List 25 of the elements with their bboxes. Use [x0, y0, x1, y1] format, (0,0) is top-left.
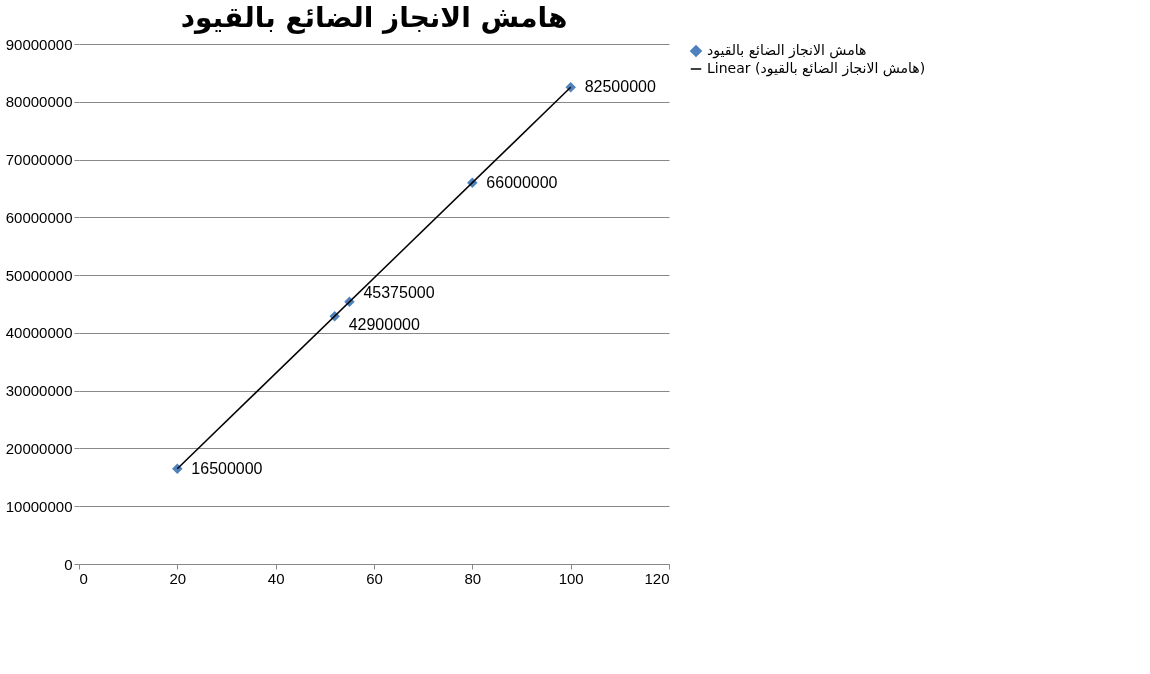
data-label: 16500000	[191, 459, 263, 477]
y-tick-label: 70000000	[5, 151, 73, 169]
y-tick-label: 0	[64, 555, 73, 573]
y-tick-label: 90000000	[5, 35, 73, 53]
x-tick-label: 120	[644, 569, 670, 587]
y-tick-label: 80000000	[5, 93, 73, 111]
legend-label: Linear (هامش الانجاز الضائع بالقيود)	[707, 60, 926, 77]
x-tick-label: 60	[366, 569, 383, 587]
chart-title: هامش الانجاز الضائع بالقيود	[180, 1, 568, 34]
data-label: 42900000	[348, 316, 420, 334]
data-label: 45375000	[363, 283, 435, 301]
y-tick-label: 40000000	[5, 324, 73, 342]
y-tick-label: 30000000	[5, 382, 73, 400]
x-tick-label: 20	[169, 569, 187, 587]
y-tick-label: 10000000	[5, 497, 73, 515]
y-tick-label: 60000000	[5, 208, 73, 226]
x-tick-label: 40	[267, 569, 285, 587]
x-tick-label: 0	[79, 569, 88, 587]
y-tick-label: 50000000	[5, 266, 73, 284]
x-tick-label: 100	[558, 569, 584, 587]
legend-label: هامش الانجاز الضائع بالقيود	[707, 42, 867, 59]
y-tick-label: 20000000	[5, 439, 73, 457]
data-label: 66000000	[486, 173, 558, 191]
data-label: 82500000	[584, 78, 656, 96]
x-tick-label: 80	[464, 569, 482, 587]
